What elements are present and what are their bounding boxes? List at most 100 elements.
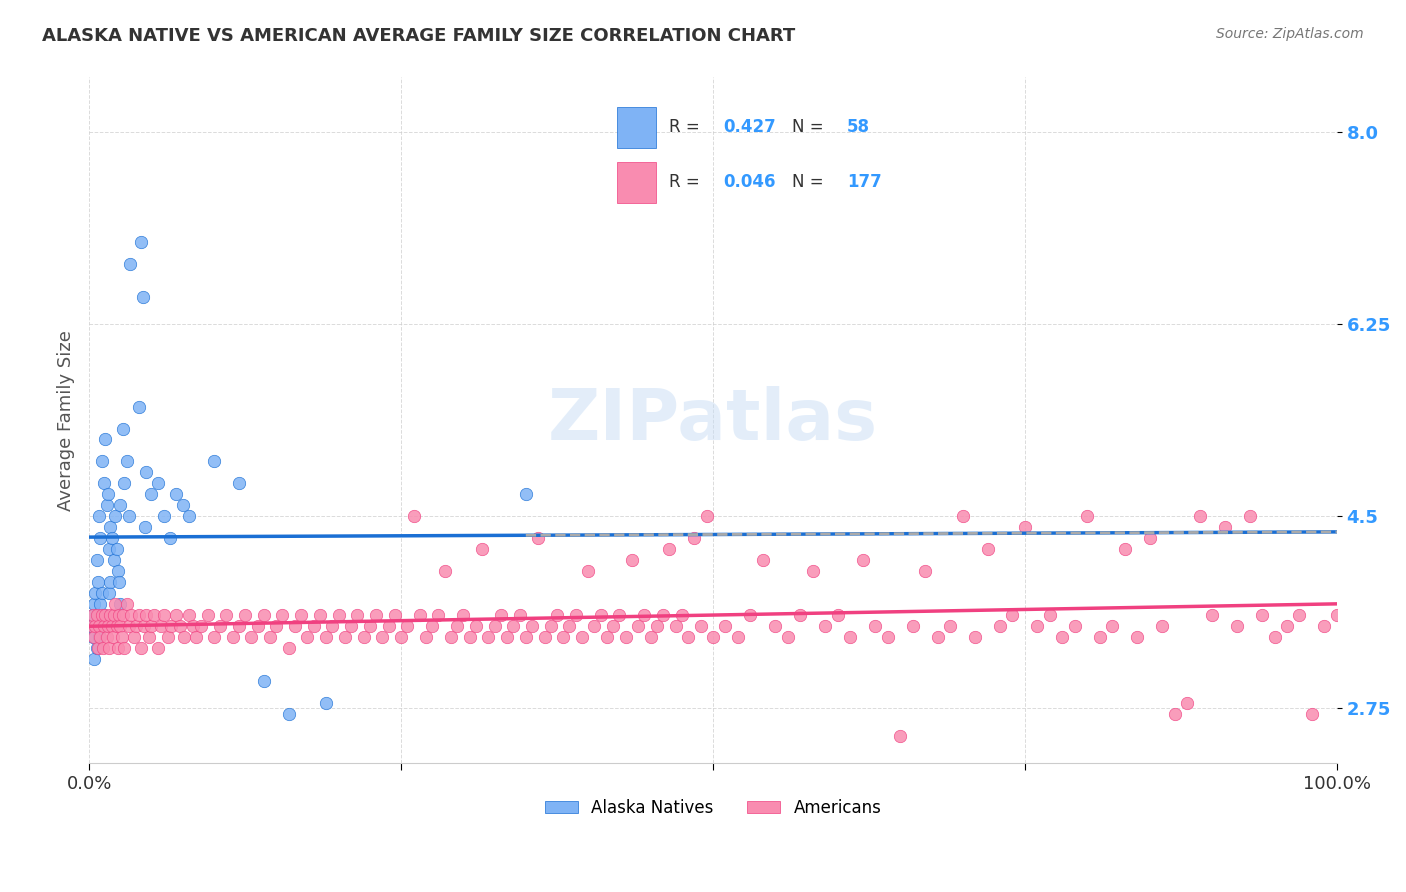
Point bbox=[90, 454, 112, 468]
Point bbox=[676, 630, 699, 644]
Point bbox=[1163, 706, 1185, 721]
Point bbox=[131, 640, 153, 655]
Point bbox=[1239, 509, 1261, 524]
Point bbox=[87, 607, 110, 622]
Point bbox=[173, 630, 195, 644]
Point bbox=[228, 619, 250, 633]
Point bbox=[96, 630, 118, 644]
Point bbox=[134, 520, 156, 534]
Point bbox=[633, 607, 655, 622]
Point bbox=[1152, 619, 1174, 633]
Point bbox=[153, 607, 176, 622]
Point bbox=[122, 630, 145, 644]
Point bbox=[221, 630, 243, 644]
Point bbox=[87, 630, 110, 644]
Point bbox=[627, 619, 650, 633]
Point bbox=[215, 607, 238, 622]
Point bbox=[702, 630, 724, 644]
Point bbox=[98, 640, 121, 655]
Point bbox=[546, 607, 568, 622]
Point bbox=[104, 509, 127, 524]
Point bbox=[115, 597, 138, 611]
Point bbox=[98, 575, 121, 590]
Point bbox=[110, 619, 132, 633]
Point bbox=[340, 619, 363, 633]
Point bbox=[509, 607, 531, 622]
Point bbox=[100, 531, 122, 545]
Point bbox=[165, 487, 187, 501]
Point bbox=[683, 531, 706, 545]
Text: ZIPatlas: ZIPatlas bbox=[548, 385, 879, 455]
Point bbox=[94, 607, 117, 622]
Point bbox=[1126, 630, 1149, 644]
Point bbox=[141, 619, 163, 633]
Point bbox=[87, 575, 110, 590]
Point bbox=[364, 607, 387, 622]
Point bbox=[321, 619, 343, 633]
Point bbox=[927, 630, 949, 644]
Point bbox=[83, 630, 105, 644]
Point bbox=[540, 619, 562, 633]
Point bbox=[80, 619, 103, 633]
Point bbox=[876, 630, 898, 644]
Point bbox=[86, 553, 108, 567]
Point bbox=[93, 476, 115, 491]
Point bbox=[464, 619, 486, 633]
Point bbox=[1275, 619, 1298, 633]
Point bbox=[440, 630, 463, 644]
Point bbox=[801, 564, 824, 578]
Point bbox=[90, 607, 112, 622]
Point bbox=[209, 619, 232, 633]
Point bbox=[111, 607, 134, 622]
Point bbox=[87, 640, 110, 655]
Point bbox=[689, 619, 711, 633]
Point bbox=[763, 619, 786, 633]
Point bbox=[471, 542, 494, 557]
Point bbox=[110, 498, 132, 512]
Point bbox=[98, 607, 121, 622]
Point bbox=[108, 607, 131, 622]
Point bbox=[98, 586, 121, 600]
Point bbox=[264, 619, 287, 633]
Point bbox=[589, 607, 612, 622]
Point bbox=[159, 531, 181, 545]
Point bbox=[596, 630, 619, 644]
Point bbox=[302, 619, 325, 633]
Point bbox=[658, 542, 681, 557]
Point bbox=[97, 487, 120, 501]
Point bbox=[228, 476, 250, 491]
Point bbox=[564, 607, 586, 622]
Point bbox=[91, 640, 114, 655]
Point bbox=[115, 454, 138, 468]
Point bbox=[146, 640, 169, 655]
Point bbox=[389, 630, 412, 644]
Point bbox=[118, 619, 141, 633]
Point bbox=[1001, 607, 1024, 622]
Point bbox=[90, 586, 112, 600]
Point bbox=[277, 640, 299, 655]
Point bbox=[315, 630, 337, 644]
Point bbox=[253, 607, 276, 622]
Point bbox=[433, 564, 456, 578]
Point bbox=[346, 607, 368, 622]
Point bbox=[107, 564, 129, 578]
Point bbox=[240, 630, 263, 644]
Point bbox=[84, 586, 107, 600]
Point bbox=[489, 607, 512, 622]
Point bbox=[1226, 619, 1249, 633]
Point bbox=[776, 630, 799, 644]
Point bbox=[1088, 630, 1111, 644]
Point bbox=[415, 630, 437, 644]
Point bbox=[84, 619, 107, 633]
Point bbox=[118, 509, 141, 524]
Point bbox=[87, 509, 110, 524]
Point bbox=[377, 619, 399, 633]
Point bbox=[202, 630, 225, 644]
Point bbox=[100, 619, 122, 633]
Point bbox=[177, 509, 200, 524]
Point bbox=[135, 607, 157, 622]
Point bbox=[101, 630, 124, 644]
Point bbox=[89, 630, 111, 644]
Point bbox=[297, 630, 319, 644]
Text: Source: ZipAtlas.com: Source: ZipAtlas.com bbox=[1216, 27, 1364, 41]
